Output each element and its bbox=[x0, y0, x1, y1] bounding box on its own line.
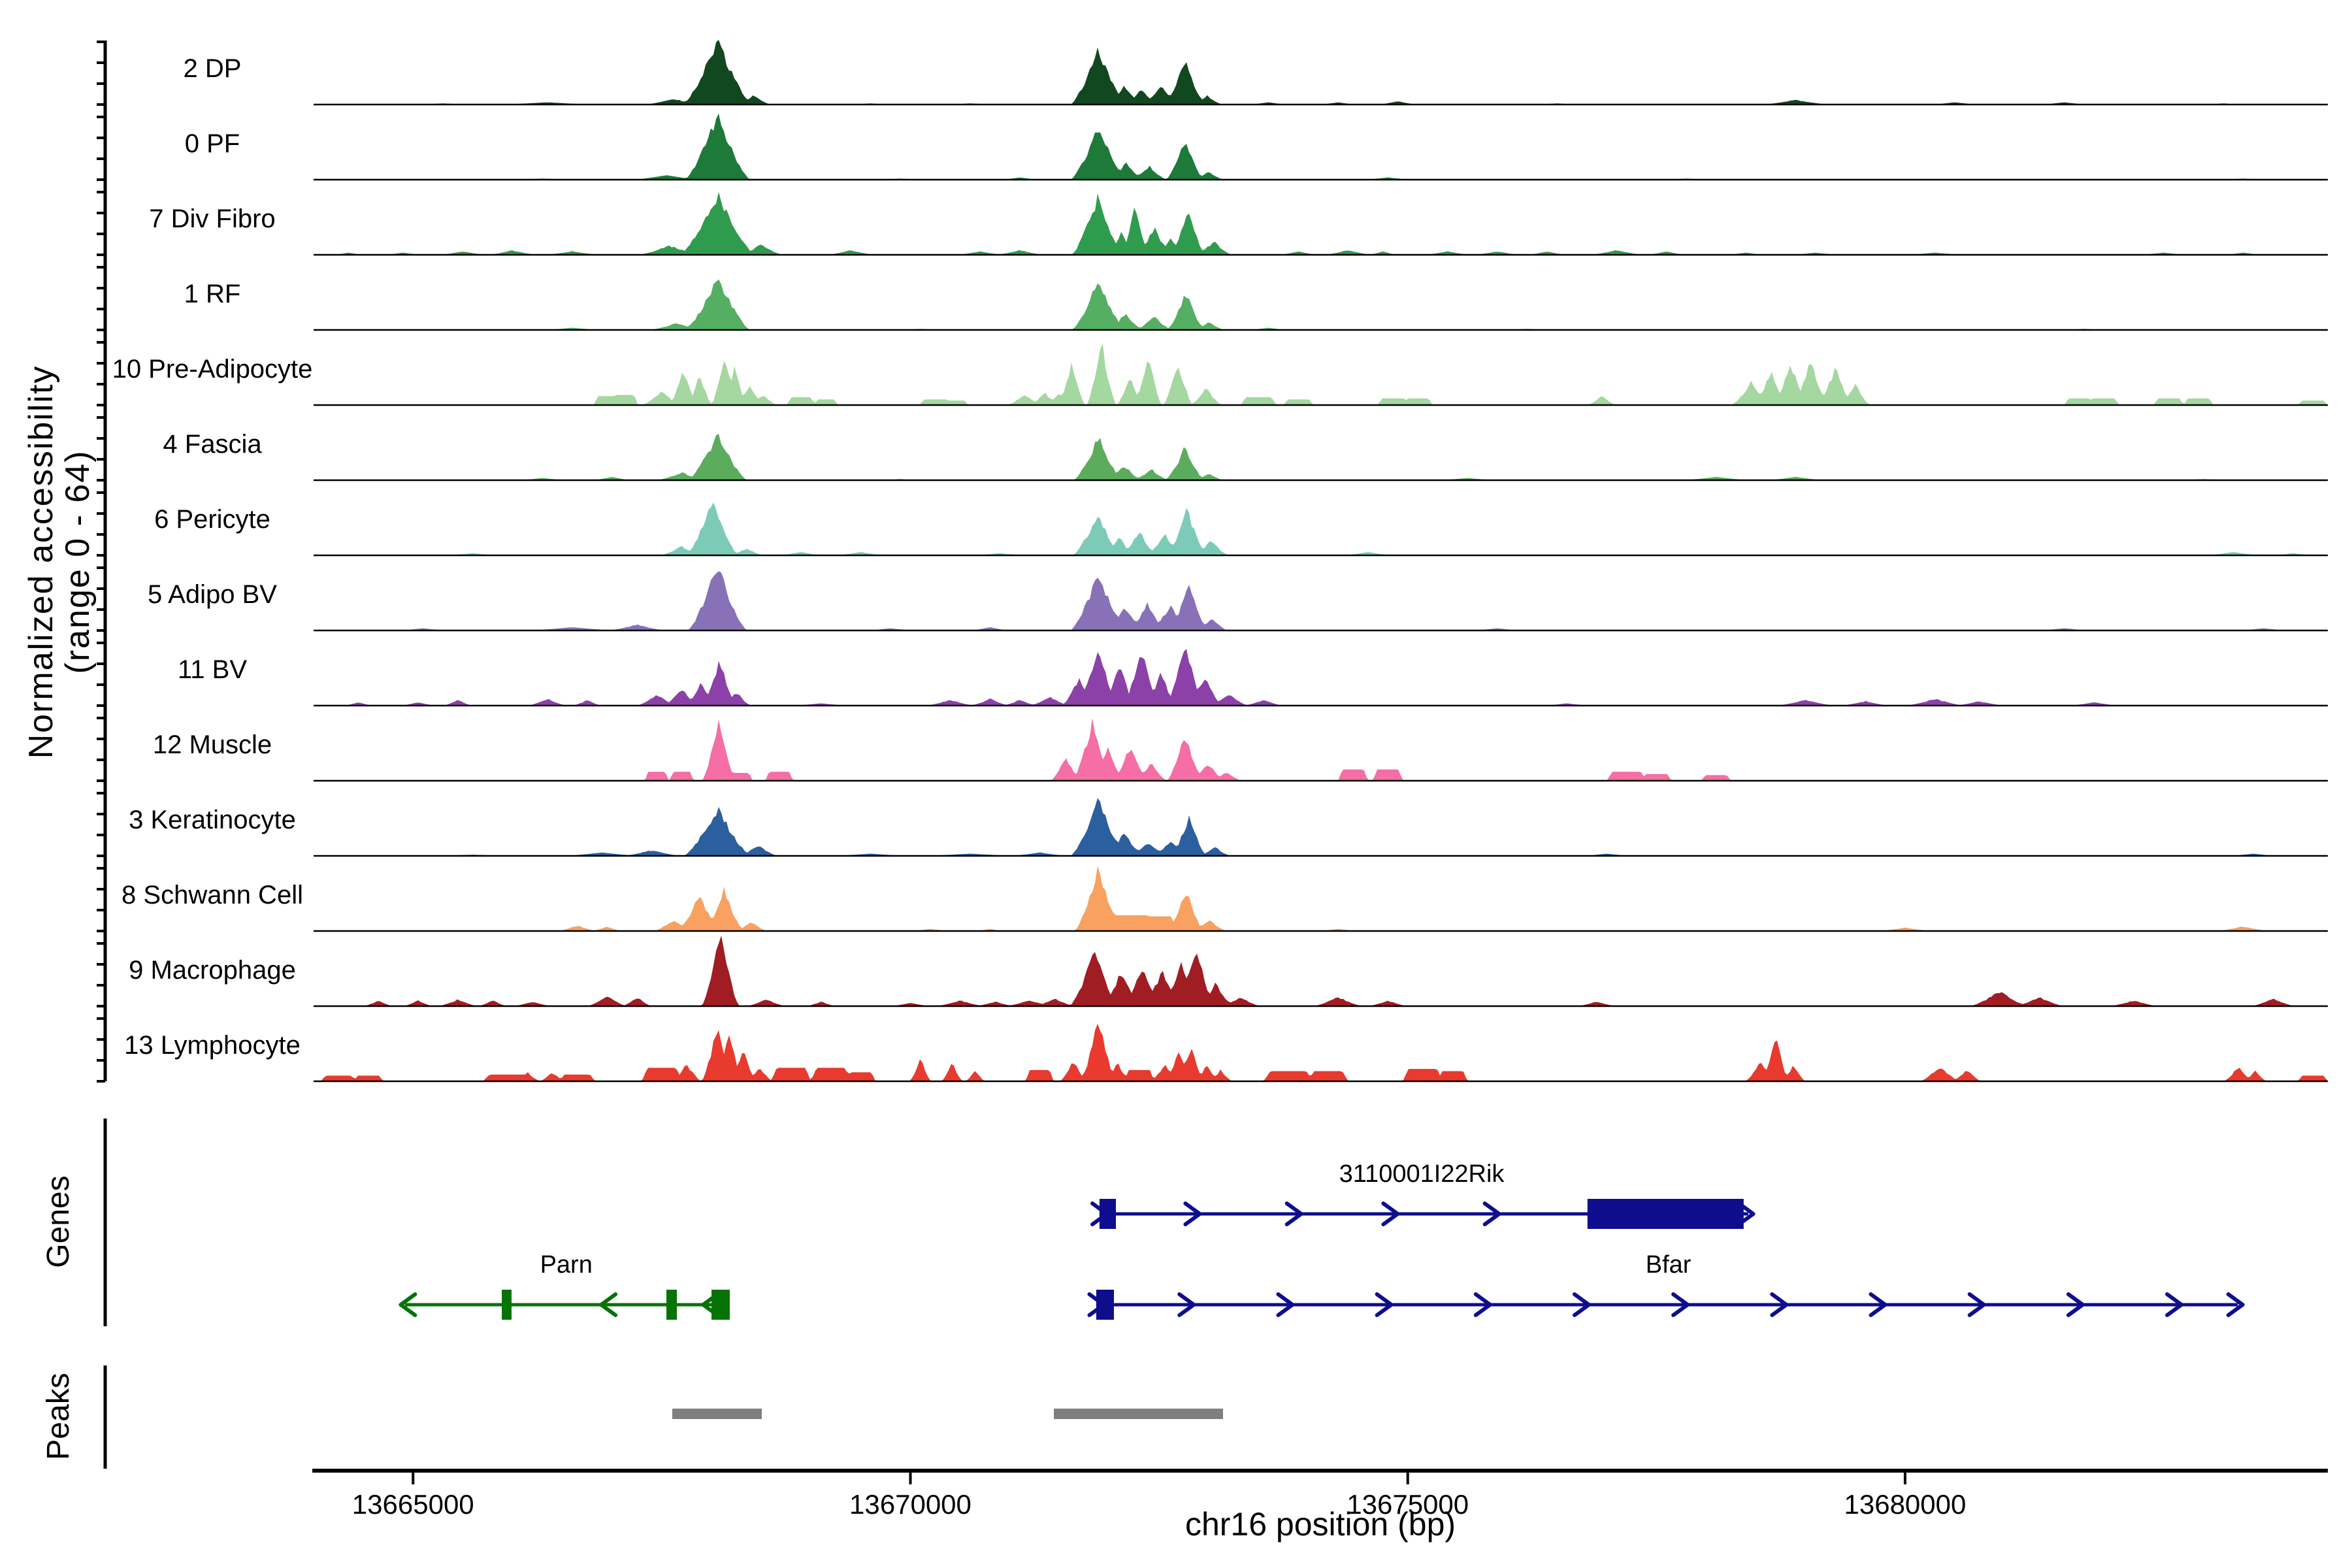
track-label: 5 Adipo BV bbox=[148, 580, 277, 609]
coverage-track-row: 3 Keratinocyte bbox=[129, 798, 2328, 857]
track-label: 2 DP bbox=[184, 54, 242, 83]
x-axis-title: chr16 position (bp) bbox=[1185, 1506, 1456, 1543]
coverage-track-row: 11 BV bbox=[178, 649, 2328, 707]
gene-strand-arrow-icon bbox=[1869, 1292, 1887, 1317]
coverage-area-12-muscle bbox=[314, 718, 2328, 781]
gene-strand-arrow-icon bbox=[1737, 1201, 1756, 1226]
track-label: 13 Lymphocyte bbox=[124, 1031, 301, 1060]
coverage-track-row: 9 Macrophage bbox=[129, 935, 2328, 1007]
gene-exon bbox=[502, 1290, 512, 1320]
track-label: 12 Muscle bbox=[153, 730, 272, 759]
coverage-track-row: 13 Lymphocyte bbox=[124, 1024, 2328, 1083]
gene-strand-arrow-icon bbox=[1770, 1292, 1789, 1317]
gene-strand-arrow-icon bbox=[1482, 1201, 1501, 1226]
gene-strand-arrow-icon bbox=[2066, 1292, 2085, 1317]
coverage-track-row: 1 RF bbox=[184, 279, 2328, 331]
x-axis-layer: 13665000 13670000 13675000 13680000 bbox=[312, 1469, 2328, 1520]
coverage-area-6-pericyte bbox=[314, 502, 2328, 555]
gene-strand-arrow-icon bbox=[2226, 1292, 2245, 1317]
track-label: 10 Pre-Adipocyte bbox=[112, 355, 313, 384]
gene-strand-arrow-icon bbox=[1473, 1292, 1492, 1317]
coverage-tracks-layer: 2 DP 0 PF 7 Div Fibro 1 RF 10 Pre-Adipocyte 4… bbox=[112, 40, 2328, 1083]
gene-strand-arrow-icon bbox=[1671, 1292, 1690, 1317]
coverage-track-row: 6 Pericyte bbox=[154, 502, 2328, 557]
gene-label: 3110001I22Rik bbox=[1339, 1160, 1505, 1188]
gene-strand-arrow-icon bbox=[1276, 1292, 1295, 1317]
track-label: 6 Pericyte bbox=[154, 505, 270, 534]
gene-strand-arrow-icon bbox=[1177, 1292, 1196, 1317]
genes-section-label: Genes bbox=[41, 1175, 76, 1267]
gene-strand-arrow-icon bbox=[599, 1292, 618, 1317]
peak-interval-bar bbox=[1054, 1409, 1223, 1419]
coverage-track-row: 10 Pre-Adipocyte bbox=[112, 344, 2328, 406]
coverage-area-9-macrophage bbox=[314, 935, 2328, 1006]
coverage-area-11-bv bbox=[314, 649, 2328, 706]
gene-exon bbox=[666, 1290, 678, 1320]
x-axis-tick-label: 13670000 bbox=[849, 1489, 972, 1520]
gene-strand-arrow-icon bbox=[1284, 1201, 1303, 1226]
coverage-area-0-pf bbox=[314, 113, 2328, 180]
peaks-annotation-layer bbox=[672, 1409, 1223, 1419]
gene-exon bbox=[1587, 1199, 1744, 1229]
y-axis-label-line1: Normalized accessibility bbox=[22, 365, 60, 759]
x-axis-tick-label: 13680000 bbox=[1844, 1489, 1967, 1520]
coverage-area-4-fascia bbox=[314, 434, 2328, 480]
gene-strand-arrow-icon bbox=[1381, 1201, 1400, 1226]
track-label: 7 Div Fibro bbox=[149, 204, 275, 233]
coverage-area-7-div-fibro bbox=[314, 191, 2328, 255]
coverage-track-row: 5 Adipo BV bbox=[148, 571, 2328, 632]
track-label: 0 PF bbox=[185, 129, 240, 158]
gene-strand-arrow-icon bbox=[1375, 1292, 1394, 1317]
coverage-track-row: 8 Schwann Cell bbox=[122, 866, 2328, 932]
gene-strand-arrow-icon bbox=[399, 1292, 417, 1317]
gene-strand-arrow-icon bbox=[1967, 1292, 1986, 1317]
coverage-track-row: 7 Div Fibro bbox=[149, 191, 2328, 256]
gene-label: Bfar bbox=[1646, 1251, 1691, 1279]
track-label: 9 Macrophage bbox=[129, 956, 296, 985]
x-axis-tick-label: 13665000 bbox=[352, 1489, 474, 1520]
peak-interval-bar bbox=[672, 1409, 762, 1419]
y-axis-label-line2: (range 0 - 64) bbox=[59, 449, 97, 674]
gene-Bfar: Bfar bbox=[1087, 1251, 2245, 1320]
gene-label: Parn bbox=[540, 1251, 593, 1279]
coverage-track-row: 4 Fascia bbox=[163, 430, 2328, 482]
coverage-track-row: 2 DP bbox=[184, 40, 2328, 106]
coverage-track-row: 12 Muscle bbox=[153, 718, 2328, 782]
gene-exon bbox=[711, 1290, 730, 1320]
coverage-area-5-adipo-bv bbox=[314, 571, 2328, 630]
gene-Parn: Parn bbox=[399, 1251, 730, 1320]
gene-3110001I22Rik: 3110001I22Rik bbox=[1090, 1160, 1756, 1229]
track-label: 3 Keratinocyte bbox=[129, 806, 296, 834]
coverage-area-3-keratinocyte bbox=[314, 798, 2328, 856]
gene-strand-arrow-icon bbox=[1572, 1292, 1591, 1317]
gene-exon bbox=[1096, 1290, 1114, 1320]
coverage-track-row: 0 PF bbox=[185, 113, 2328, 181]
coverage-area-1-rf bbox=[314, 279, 2328, 330]
coverage-area-2-dp bbox=[314, 40, 2328, 105]
track-label: 4 Fascia bbox=[163, 430, 262, 459]
y-axis-layer bbox=[97, 41, 107, 1083]
gene-strand-arrow-icon bbox=[2165, 1292, 2184, 1317]
gene-strand-arrow-icon bbox=[1183, 1201, 1202, 1226]
coverage-area-13-lymphocyte bbox=[314, 1024, 2328, 1081]
peaks-section-label: Peaks bbox=[41, 1373, 76, 1460]
genes-annotation-layer: Parn 3110001I22Rik Bfar bbox=[399, 1160, 2245, 1320]
track-label: 1 RF bbox=[184, 280, 241, 308]
x-axis-tick-label: 13675000 bbox=[1347, 1489, 1469, 1520]
track-label: 11 BV bbox=[178, 655, 247, 684]
gene-exon bbox=[1099, 1199, 1117, 1229]
track-label: 8 Schwann Cell bbox=[122, 881, 303, 909]
